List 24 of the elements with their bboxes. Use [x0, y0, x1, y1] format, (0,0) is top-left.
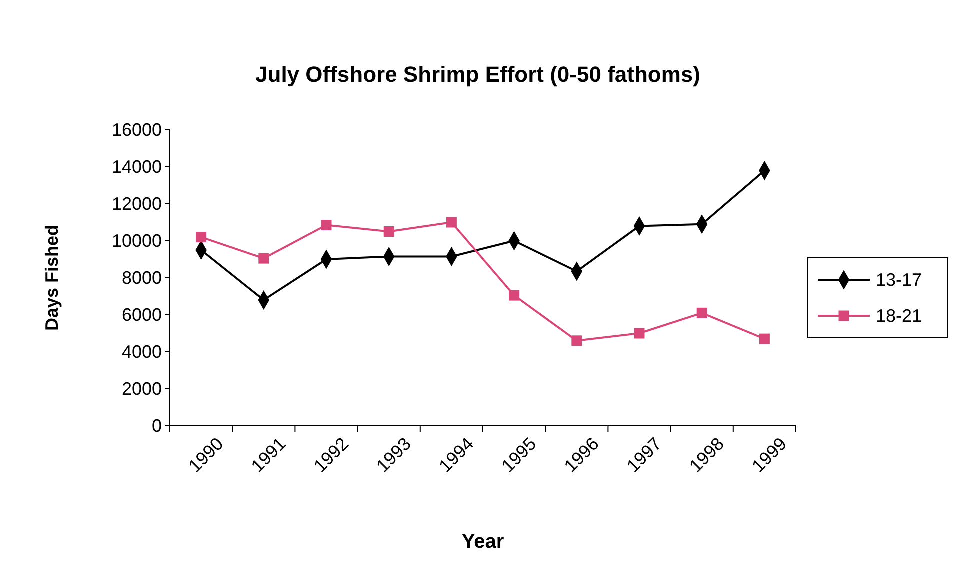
point [759, 334, 770, 344]
y-tick-label: 14000 [112, 156, 162, 177]
point [196, 232, 207, 243]
y-tick-label: 0 [152, 416, 162, 436]
y-tick-label: 4000 [122, 342, 162, 362]
point [572, 336, 582, 346]
y-tick-label: 12000 [112, 194, 162, 214]
point [384, 226, 394, 237]
chart-title: July Offshore Shrimp Effort (0-50 fathoms) [256, 62, 700, 87]
x-axis-title: Year [462, 531, 504, 553]
point [446, 217, 457, 228]
y-tick-label: 8000 [122, 268, 162, 288]
legend-label: 18-21 [876, 306, 922, 326]
y-axis-title: Days Fished [42, 224, 62, 332]
point [258, 253, 270, 264]
point [509, 290, 520, 301]
y-tick-label: 6000 [122, 304, 162, 325]
legend-label: 13-17 [876, 270, 922, 290]
y-tick-label: 10000 [112, 230, 162, 251]
point [321, 220, 332, 231]
y-tick-label: 2000 [122, 378, 162, 399]
point [634, 328, 645, 339]
point [696, 308, 708, 318]
y-tick-label: 16000 [112, 120, 162, 140]
